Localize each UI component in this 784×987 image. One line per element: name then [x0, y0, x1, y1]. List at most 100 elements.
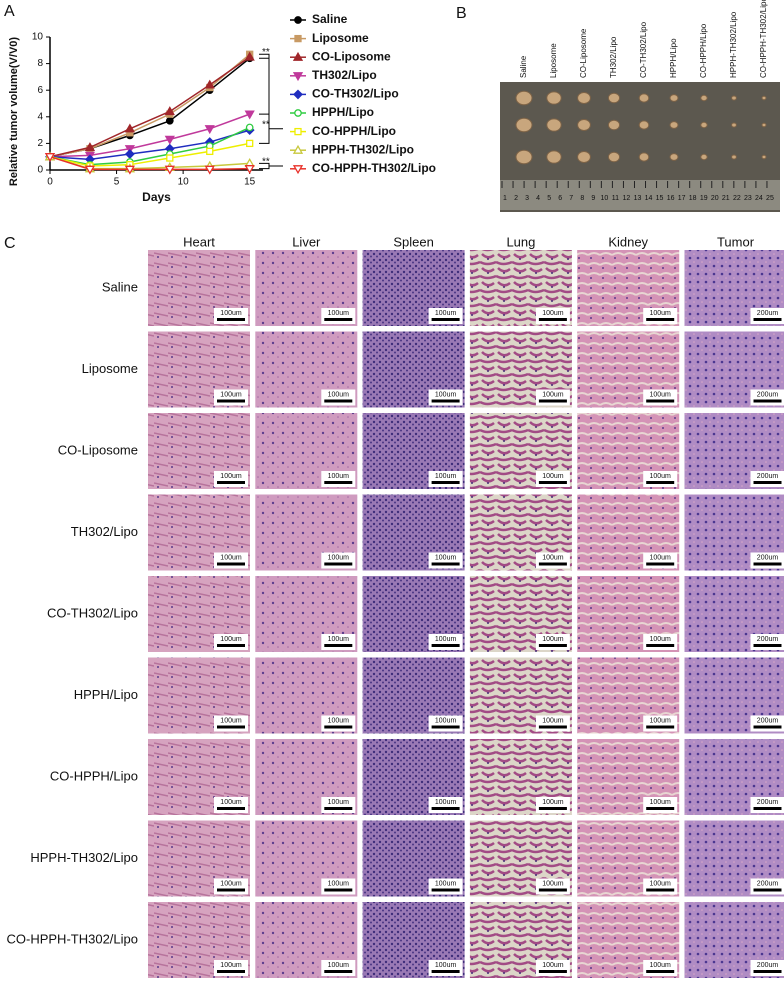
ruler-label: 12 [623, 195, 631, 202]
scale-bar [646, 562, 675, 566]
photo-column-label: TH302/Lipo [609, 36, 618, 78]
scale-bar-label: 100um [542, 636, 564, 643]
scale-bar-label: 100um [328, 554, 350, 561]
marker [292, 165, 304, 175]
tumor [700, 121, 708, 129]
scale-bar-label: 100um [649, 554, 671, 561]
scale-bar-label: 100um [220, 391, 242, 398]
scale-bar-label: 200um [757, 799, 779, 806]
scale-bar-label: 100um [649, 880, 671, 887]
marker [244, 51, 255, 61]
ruler-label: 7 [569, 195, 573, 202]
scale-bar [324, 481, 353, 484]
tumor [761, 95, 767, 101]
scale-bar-label: 200um [757, 310, 779, 317]
histology-grid: Heart Liver Spleen Lung Kidney Tumor Saline 100… [7, 234, 784, 978]
series-line [49, 113, 250, 158]
scale-bar [324, 644, 353, 647]
scale-bar-label: 100um [435, 391, 457, 398]
row-label: CO-HPPH-TH302/Lipo [7, 931, 139, 946]
scale-bar [324, 807, 353, 810]
legend-label: Saline [312, 12, 348, 26]
scale-bar-label: 100um [328, 310, 350, 317]
scale-bar-label: 100um [328, 391, 350, 398]
ruler-label: 1 [503, 195, 507, 202]
scale-bar [753, 481, 782, 484]
ruler-label: 10 [600, 195, 608, 202]
column-header: Spleen [393, 234, 433, 249]
marker [204, 79, 215, 89]
scale-bar [538, 399, 567, 403]
scale-bar [217, 725, 245, 729]
photo-column-label: CO-HPPH/Lipo [699, 23, 708, 78]
ruler-label: 18 [689, 195, 697, 202]
ruler-label: 5 [547, 195, 551, 202]
photo-column-label: Saline [519, 55, 528, 78]
tumor [669, 94, 679, 102]
scale-bar [431, 399, 460, 403]
scale-bar [538, 562, 567, 566]
scale-bar [431, 807, 460, 810]
marker [246, 139, 254, 148]
legend-label: Liposome [312, 31, 369, 45]
y-tick-label: 8 [37, 58, 43, 69]
tumor [731, 95, 737, 101]
scale-bar [431, 970, 460, 973]
scale-bar [753, 644, 782, 647]
scale-bar [538, 888, 567, 892]
x-axis-label: Days [142, 190, 171, 204]
marker [293, 89, 303, 100]
tumor [638, 120, 650, 130]
scale-bar [324, 725, 353, 729]
ruler-label: 11 [612, 195, 619, 202]
ruler-label: 22 [733, 195, 741, 202]
row-label: CO-TH302/Lipo [47, 605, 138, 620]
scale-bar [431, 481, 460, 484]
ruler [500, 180, 780, 210]
photo-column-label: CO-HPPH-TH302/Lipo [759, 0, 768, 78]
scale-bar [538, 807, 567, 810]
marker [166, 154, 174, 162]
scale-bar [646, 807, 675, 810]
marker [84, 142, 96, 152]
marker [124, 123, 135, 133]
tumor [607, 92, 621, 104]
marker [124, 149, 135, 159]
marker [294, 109, 302, 117]
scale-bar-label: 100um [220, 554, 242, 561]
scale-bar-label: 100um [328, 473, 350, 480]
tumor [577, 119, 591, 131]
column-header: Liver [292, 234, 321, 249]
tumor [761, 122, 767, 128]
scale-bar [538, 644, 567, 647]
scale-bar [646, 970, 675, 973]
row-label: HPPH-TH302/Lipo [30, 850, 138, 865]
scale-bar [753, 888, 782, 892]
ruler-label: 19 [700, 195, 708, 202]
ruler-label: 24 [755, 195, 763, 202]
series-line [49, 53, 251, 158]
ruler-label: 17 [678, 195, 686, 202]
scale-bar-label: 200um [757, 554, 779, 561]
tumor [669, 153, 679, 161]
legend-label: CO-TH302/Lipo [312, 87, 399, 101]
tumor [638, 152, 650, 162]
line-chart: 0 2 4 6 8 10 0 5 10 15 Days Relative tumor volume(V… [8, 12, 436, 204]
scale-bar-label: 100um [649, 799, 671, 806]
scale-bar-label: 100um [220, 310, 242, 317]
x-tick-label: 15 [244, 177, 256, 188]
scale-bar [431, 888, 460, 892]
ruler-label: 9 [591, 195, 595, 202]
photo-column-label: CO-Liposome [579, 28, 588, 78]
scale-bar-label: 100um [542, 962, 564, 969]
scale-bar-label: 100um [542, 799, 564, 806]
y-axis-label: Relative tumor volume(V/V0) [8, 37, 20, 186]
scale-bar [217, 318, 245, 321]
significance-label: ** [262, 157, 270, 168]
scale-bar-label: 100um [435, 473, 457, 480]
scale-bar-label: 100um [435, 636, 457, 643]
scale-bar-label: 100um [328, 880, 350, 887]
ruler-label: 6 [558, 195, 562, 202]
scale-bar-label: 100um [220, 636, 242, 643]
